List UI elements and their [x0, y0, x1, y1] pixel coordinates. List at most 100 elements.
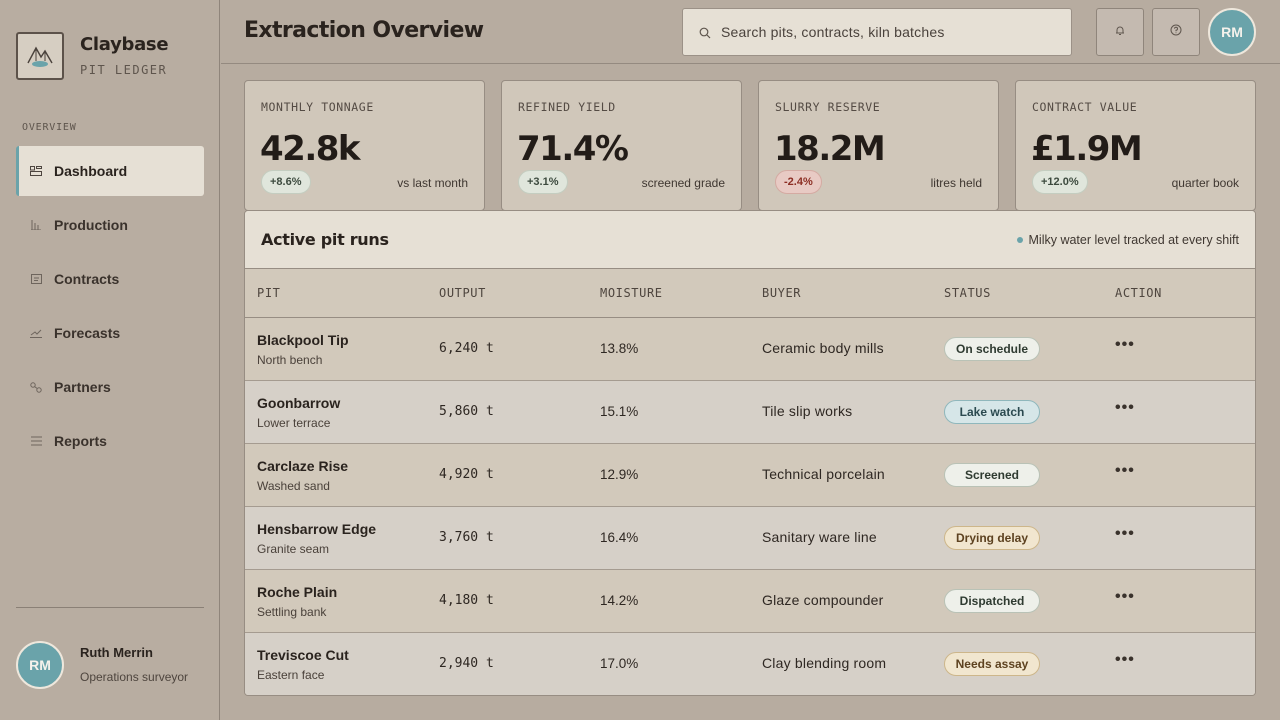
pit-name: Blackpool Tip	[257, 332, 349, 348]
column-header-moisture[interactable]: MOISTURE	[600, 286, 663, 300]
kpi-value: £1.9M	[1031, 129, 1143, 169]
moisture-value: 16.4%	[600, 530, 639, 545]
table-header: PIT OUTPUT MOISTURE BUYER STATUS ACTION	[245, 269, 1255, 318]
panel-title: Active pit runs	[261, 230, 389, 249]
sidebar-item-forecasts[interactable]: Forecasts	[16, 308, 204, 358]
user-profile[interactable]: RM Ruth Merrin Operations surveyor	[16, 641, 188, 689]
table-row[interactable]: Blackpool Tip North bench 6,240 t 13.8% …	[245, 318, 1255, 381]
kpi-card-refined-yield: REFINED YIELD 71.4% +3.1% screened grade	[501, 80, 742, 211]
table-row[interactable]: Goonbarrow Lower terrace 5,860 t 15.1% T…	[245, 381, 1255, 444]
bell-icon	[1115, 23, 1125, 41]
kpi-value: 71.4%	[517, 129, 629, 169]
table-row[interactable]: Treviscoe Cut Eastern face 2,940 t 17.0%…	[245, 633, 1255, 695]
sidebar: Claybase PIT LEDGER OVERVIEW Dashboard P…	[0, 0, 220, 720]
buyer-name: Ceramic body mills	[762, 340, 884, 356]
output-value: 6,240 t	[439, 341, 494, 356]
nodes-icon	[30, 381, 42, 393]
sidebar-item-dashboard[interactable]: Dashboard	[16, 146, 204, 196]
pit-name: Goonbarrow	[257, 395, 341, 411]
sidebar-item-contracts[interactable]: Contracts	[16, 254, 204, 304]
output-value: 3,760 t	[439, 530, 494, 545]
sidebar-item-partners[interactable]: Partners	[16, 362, 204, 412]
table-row[interactable]: Hensbarrow Edge Granite seam 3,760 t 16.…	[245, 507, 1255, 570]
kpi-label: MONTHLY TONNAGE	[261, 100, 374, 114]
kpi-label: CONTRACT VALUE	[1032, 100, 1138, 114]
status-badge: Screened	[944, 463, 1040, 487]
mountain-lake-logo-icon	[16, 32, 64, 80]
moisture-value: 15.1%	[600, 404, 639, 419]
avatar: RM	[16, 641, 64, 689]
column-header-pit[interactable]: PIT	[257, 286, 281, 300]
buyer-name: Sanitary ware line	[762, 529, 877, 545]
brand[interactable]: Claybase PIT LEDGER	[16, 32, 169, 80]
user-role: Operations surveyor	[80, 670, 189, 684]
sidebar-item-label: Forecasts	[54, 325, 121, 341]
buyer-name: Glaze compounder	[762, 592, 884, 608]
kpi-delta-badge: +3.1%	[518, 170, 568, 194]
grid-icon	[30, 165, 42, 177]
line-chart-icon	[30, 327, 42, 339]
document-icon	[30, 273, 42, 285]
header-avatar[interactable]: RM	[1208, 8, 1256, 56]
pit-name: Hensbarrow Edge	[257, 521, 377, 537]
moisture-value: 17.0%	[600, 656, 639, 671]
brand-name: Claybase	[80, 34, 169, 55]
pit-area: North bench	[257, 353, 323, 367]
pit-area: Washed sand	[257, 479, 330, 493]
sidebar-item-label: Partners	[54, 379, 111, 395]
buyer-name: Technical porcelain	[762, 466, 885, 482]
kpi-note: litres held	[930, 176, 982, 190]
kpi-label: SLURRY RESERVE	[775, 100, 881, 114]
table-row[interactable]: Carclaze Rise Washed sand 4,920 t 12.9% …	[245, 444, 1255, 507]
help-button[interactable]	[1152, 8, 1200, 56]
pit-name: Carclaze Rise	[257, 458, 349, 474]
column-header-action: ACTION	[1115, 286, 1162, 300]
column-header-buyer[interactable]: BUYER	[762, 286, 802, 300]
status-badge: Dispatched	[944, 589, 1040, 613]
sidebar-nav: Dashboard Production Contracts Forecasts…	[16, 146, 204, 470]
bar-chart-icon	[30, 219, 42, 231]
status-badge: Drying delay	[944, 526, 1040, 550]
sidebar-item-label: Reports	[54, 433, 107, 449]
status-badge: Needs assay	[944, 652, 1040, 676]
moisture-value: 12.9%	[600, 467, 639, 482]
nav-section-label: OVERVIEW	[22, 122, 77, 133]
sidebar-item-production[interactable]: Production	[16, 200, 204, 250]
kpi-note: screened grade	[641, 176, 725, 190]
kpi-label: REFINED YIELD	[518, 100, 616, 114]
search-input[interactable]	[721, 24, 1061, 40]
sidebar-divider	[16, 607, 204, 608]
notifications-button[interactable]	[1096, 8, 1144, 56]
panel-note: Milky water level tracked at every shift	[1016, 233, 1239, 247]
panel-header: Active pit runs Milky water level tracke…	[245, 211, 1255, 269]
output-value: 4,180 t	[439, 593, 494, 608]
sidebar-item-label: Production	[54, 217, 128, 233]
table-row[interactable]: Roche Plain Settling bank 4,180 t 14.2% …	[245, 570, 1255, 633]
output-value: 4,920 t	[439, 467, 494, 482]
status-badge: Lake watch	[944, 400, 1040, 424]
sidebar-item-reports[interactable]: Reports	[16, 416, 204, 466]
search-icon	[699, 26, 711, 39]
kpi-delta-badge: +8.6%	[261, 170, 311, 194]
more-actions-button[interactable]: •••	[1115, 336, 1135, 353]
buyer-name: Clay blending room	[762, 655, 887, 671]
kpi-value: 42.8k	[260, 129, 361, 169]
pit-area: Granite seam	[257, 542, 330, 556]
more-actions-button[interactable]: •••	[1115, 399, 1135, 416]
pit-area: Eastern face	[257, 668, 325, 682]
kpi-card-contract-value: CONTRACT VALUE £1.9M +12.0% quarter book	[1015, 80, 1256, 211]
column-header-status[interactable]: STATUS	[944, 286, 991, 300]
search-bar[interactable]	[682, 8, 1072, 56]
more-actions-button[interactable]: •••	[1115, 462, 1135, 479]
pit-name: Treviscoe Cut	[257, 647, 349, 663]
column-header-output[interactable]: OUTPUT	[439, 286, 486, 300]
moisture-value: 13.8%	[600, 341, 639, 356]
more-actions-button[interactable]: •••	[1115, 651, 1135, 668]
more-actions-button[interactable]: •••	[1115, 525, 1135, 542]
kpi-value: 18.2M	[774, 129, 886, 169]
more-actions-button[interactable]: •••	[1115, 588, 1135, 605]
status-badge: On schedule	[944, 337, 1040, 361]
pit-runs-panel: Active pit runs Milky water level tracke…	[244, 210, 1256, 696]
header-divider	[221, 63, 1280, 64]
kpi-note: quarter book	[1171, 176, 1239, 190]
